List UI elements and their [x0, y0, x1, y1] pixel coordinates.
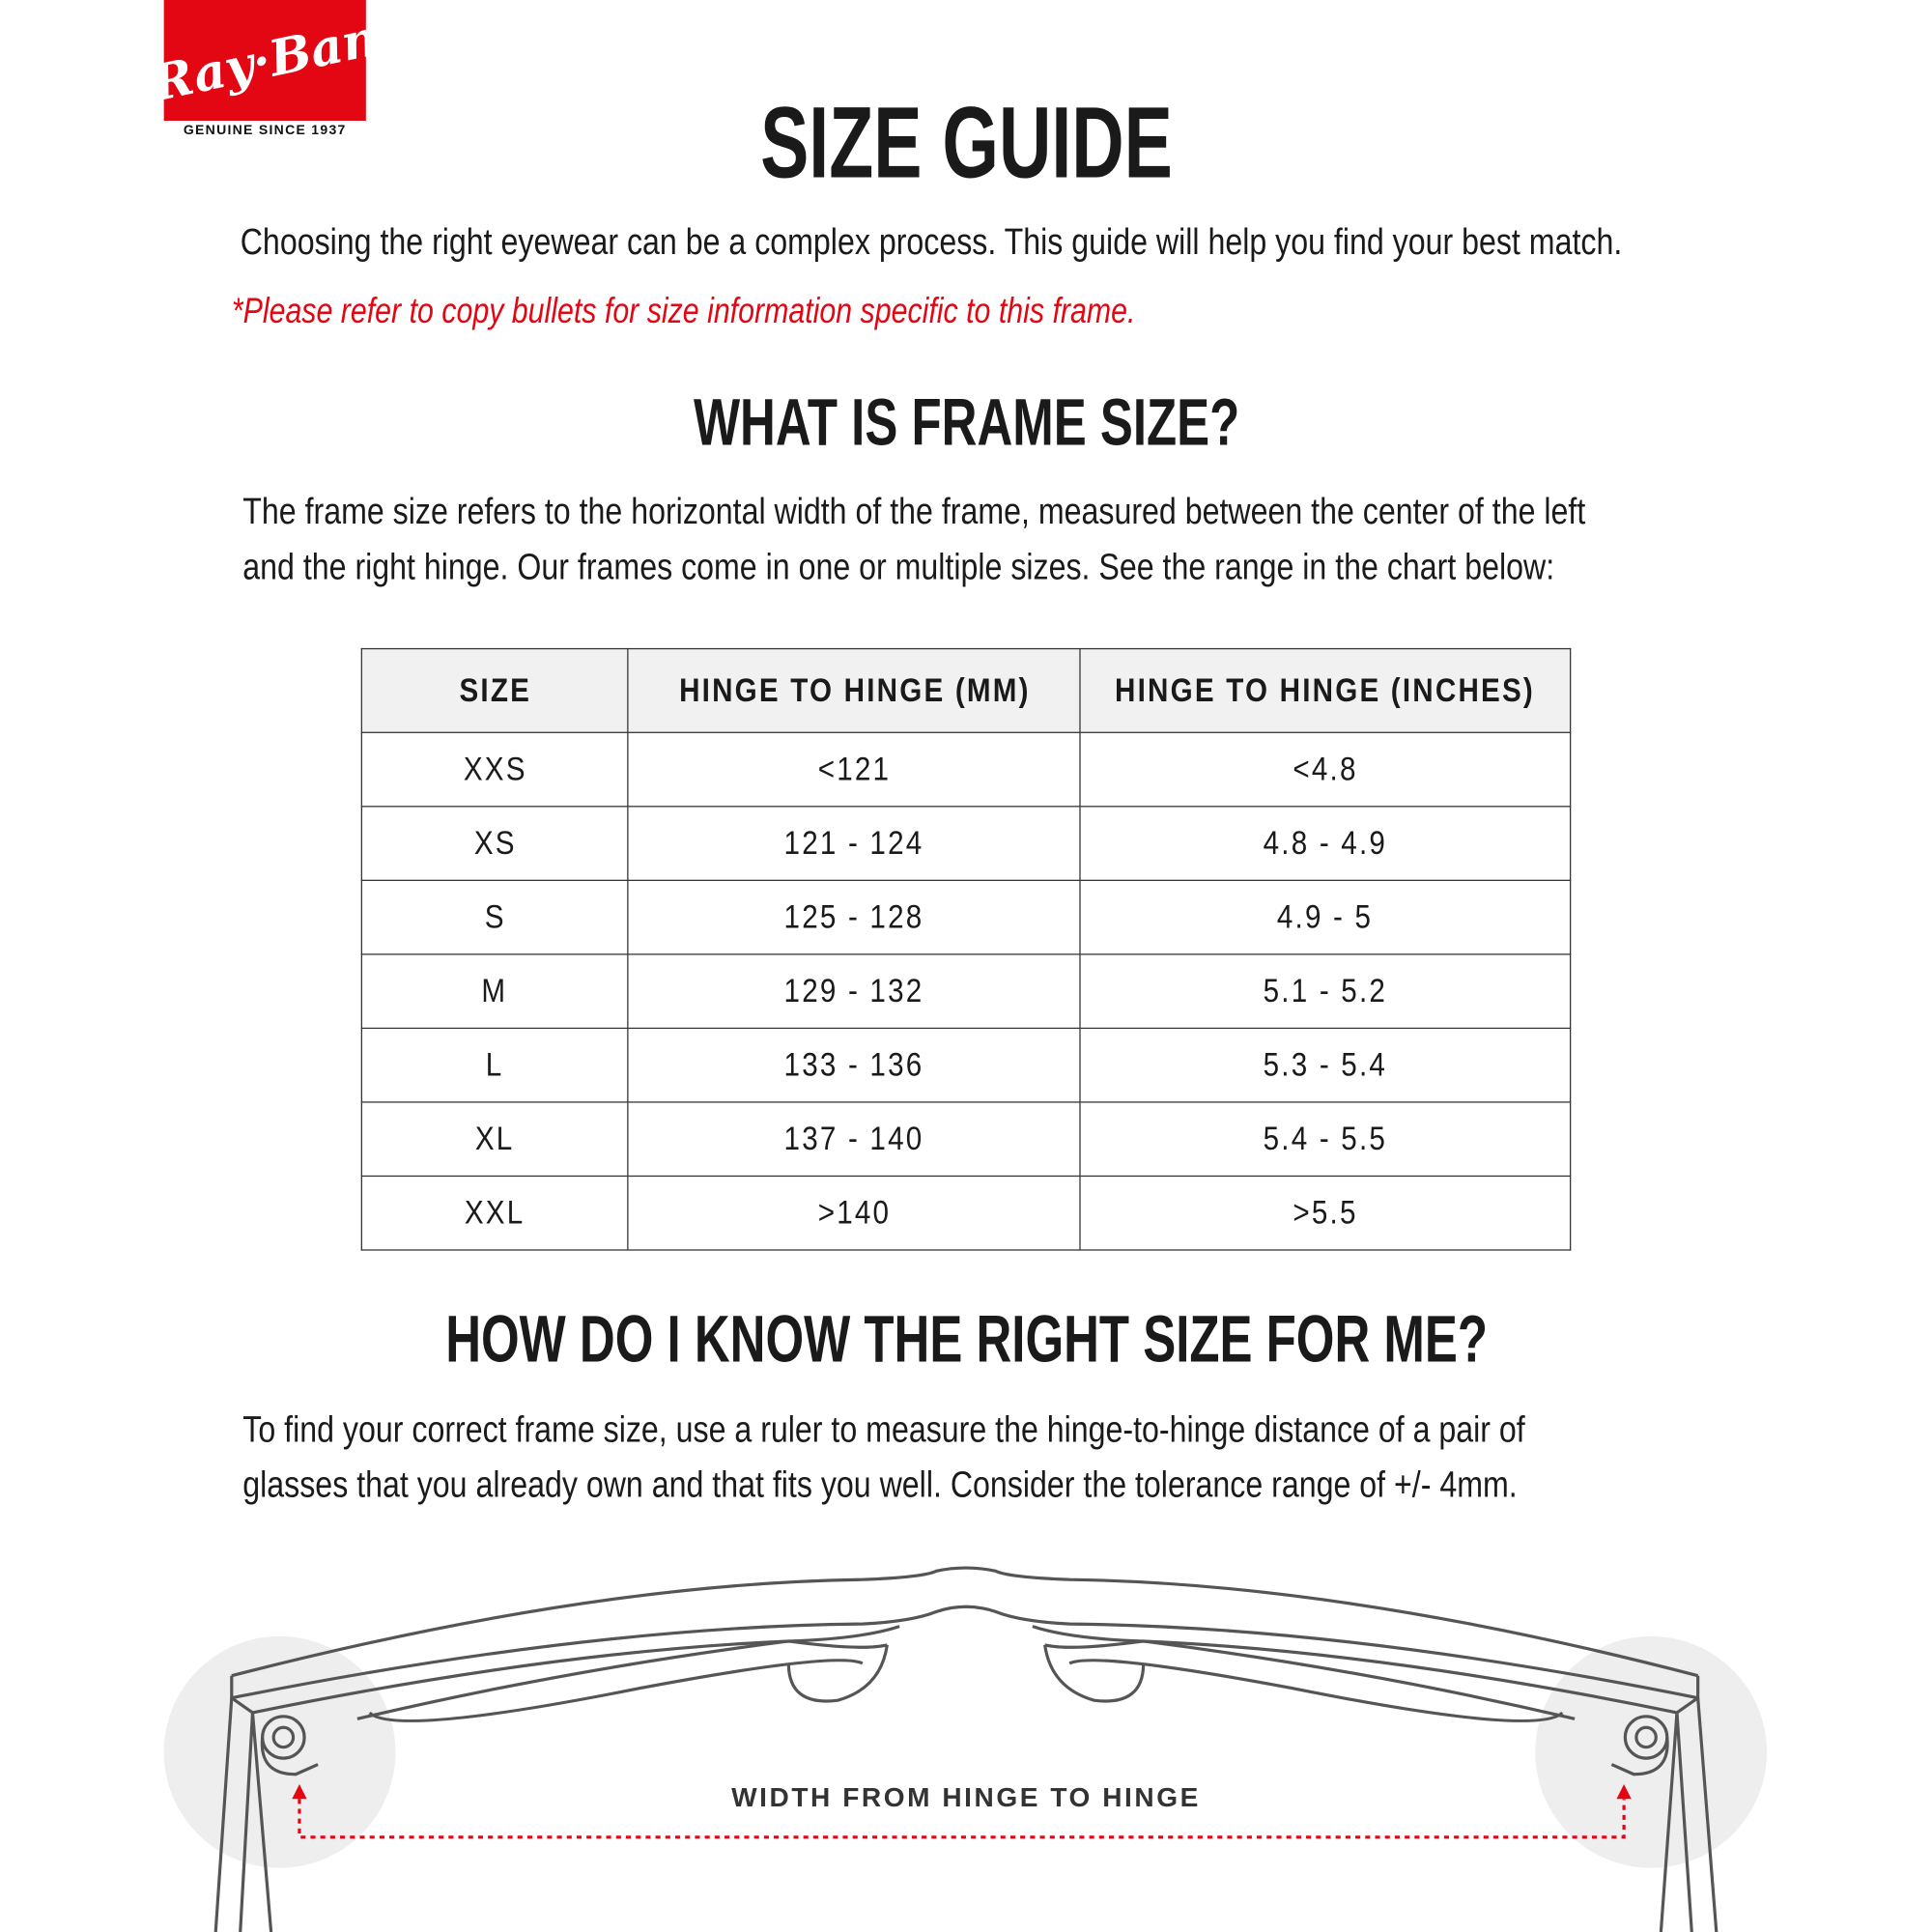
mm-cell: 125 - 128	[627, 879, 1082, 955]
diagram-label: WIDTH FROM HINGE TO HINGE	[731, 1781, 1201, 1813]
mm-cell: 137 - 140	[627, 1101, 1082, 1178]
inches-cell: 4.9 - 5	[1079, 879, 1572, 955]
inches-cell: 5.3 - 5.4	[1079, 1027, 1572, 1103]
size-cell: M	[360, 953, 629, 1030]
inches-cell: 4.8 - 4.9	[1079, 806, 1572, 881]
logo-tagline: GENUINE SINCE 1937	[183, 123, 347, 138]
table-row: L 133 - 136 5.3 - 5.4	[360, 1027, 1572, 1103]
header-size: SIZE	[360, 647, 629, 733]
glasses-diagram	[163, 1566, 1768, 1932]
section-heading-frame-size: WHAT IS FRAME SIZE?	[693, 385, 1239, 460]
table-row: S 125 - 128 4.9 - 5	[360, 879, 1572, 955]
size-cell: XS	[360, 806, 629, 881]
mm-cell: <121	[627, 731, 1082, 808]
table-row: XS 121 - 124 4.8 - 4.9	[360, 806, 1572, 881]
inches-cell: 5.4 - 5.5	[1079, 1101, 1572, 1178]
measurement-line	[292, 1783, 1632, 1839]
right-hinge-highlight	[1535, 1635, 1768, 1868]
table-row: M 129 - 132 5.1 - 5.2	[360, 953, 1572, 1030]
size-cell: XXS	[360, 731, 629, 808]
right-arrow-icon	[1616, 1783, 1632, 1800]
page-title: SIZE GUIDE	[759, 87, 1173, 200]
size-table: SIZE HINGE TO HINGE (MM) HINGE TO HINGE …	[360, 647, 1572, 1251]
section-heading-right-size: HOW DO I KNOW THE RIGHT SIZE FOR ME?	[444, 1302, 1488, 1377]
frame-size-description: The frame size refers to the horizontal …	[242, 491, 1586, 588]
mm-cell: 133 - 136	[627, 1027, 1082, 1103]
size-cell: S	[360, 879, 629, 955]
header-mm: HINGE TO HINGE (MM)	[627, 647, 1082, 733]
table-row: XL 137 - 140 5.4 - 5.5	[360, 1101, 1572, 1178]
mm-cell: >140	[627, 1175, 1082, 1251]
table-row: XXL >140 >5.5	[360, 1175, 1572, 1251]
right-size-description: To find your correct frame size, use a r…	[242, 1409, 1525, 1506]
glasses-outline	[213, 1566, 1719, 1932]
frame-note: *Please refer to copy bullets for size i…	[231, 292, 1136, 332]
size-cell: XL	[360, 1101, 629, 1178]
inches-cell: <4.8	[1079, 731, 1572, 808]
mm-cell: 121 - 124	[627, 806, 1082, 881]
inches-cell: >5.5	[1079, 1175, 1572, 1251]
table-row: XXS <121 <4.8	[360, 731, 1572, 808]
intro-text: Choosing the right eyewear can be a comp…	[240, 221, 1623, 263]
size-cell: XXL	[360, 1175, 629, 1251]
header-inches: HINGE TO HINGE (INCHES)	[1079, 647, 1572, 733]
mm-cell: 129 - 132	[627, 953, 1082, 1030]
ray-ban-logo: Ray·Ban	[147, 0, 384, 121]
left-hinge-highlight	[163, 1635, 396, 1868]
left-arrow-icon	[292, 1783, 307, 1800]
inches-cell: 5.1 - 5.2	[1079, 953, 1572, 1030]
size-cell: L	[360, 1027, 629, 1103]
